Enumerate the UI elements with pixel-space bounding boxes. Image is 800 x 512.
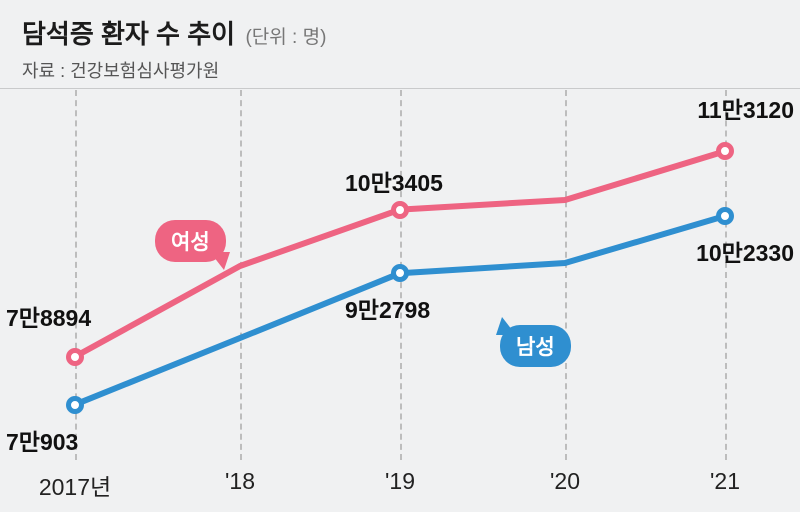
- x-axis-label: 2017년: [39, 468, 111, 502]
- male-value-label: 10만2330: [696, 234, 794, 268]
- male-value-label: 7만903: [6, 423, 78, 457]
- male-marker: [716, 207, 734, 225]
- female-value-label: 7만8894: [6, 299, 91, 333]
- x-axis-label: '19: [385, 468, 415, 495]
- female-badge: 여성: [155, 220, 226, 262]
- female-value-label: 11만3120: [697, 91, 794, 125]
- female-marker: [391, 201, 409, 219]
- female-marker: [716, 142, 734, 160]
- female-value-label: 10만3405: [345, 164, 443, 198]
- chart-unit: (단위 : 명): [245, 27, 326, 48]
- x-axis-label: '18: [225, 468, 255, 495]
- male-marker: [66, 396, 84, 414]
- x-axis-label: '21: [710, 468, 740, 495]
- line-chart: 7만8894 10만3405 11만3120 7만903 9만2798 10만2330 여성…: [0, 90, 800, 460]
- male-badge: 남성: [500, 325, 571, 367]
- x-axis-label: '20: [550, 468, 580, 495]
- male-marker: [391, 264, 409, 282]
- male-value-label: 9만2798: [345, 291, 430, 325]
- chart-header: 담석증 환자 수 추이 (단위 : 명) 자료 : 건강보험심사평가원: [22, 14, 326, 83]
- chart-source: 자료 : 건강보험심사평가원: [22, 57, 326, 83]
- female-marker: [66, 348, 84, 366]
- header-divider: [0, 88, 800, 89]
- chart-title: 담석증 환자 수 추이: [22, 19, 235, 49]
